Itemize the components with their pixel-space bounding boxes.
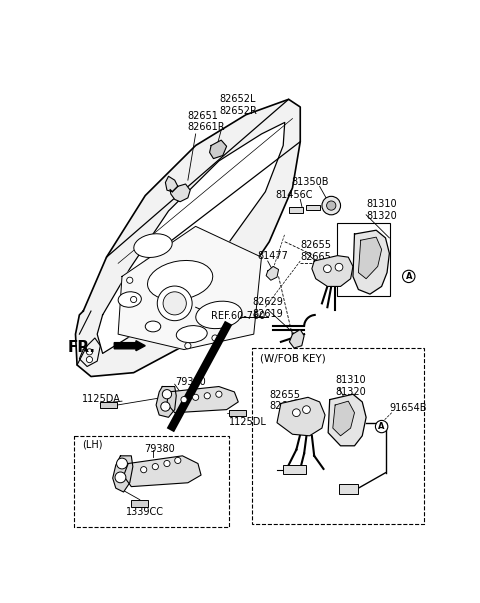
Polygon shape (167, 387, 238, 412)
Circle shape (292, 409, 300, 417)
Text: 82651
82661R: 82651 82661R (188, 111, 226, 133)
Circle shape (322, 197, 340, 215)
Text: 81310
81320: 81310 81320 (366, 200, 397, 221)
Polygon shape (75, 99, 300, 376)
Circle shape (335, 264, 343, 271)
Bar (337, 223, 390, 295)
FancyArrow shape (114, 341, 145, 351)
Polygon shape (359, 237, 382, 279)
Polygon shape (123, 456, 201, 487)
Ellipse shape (147, 260, 213, 300)
Text: 91654B: 91654B (389, 403, 427, 414)
Text: A: A (406, 272, 412, 281)
Text: 81477: 81477 (258, 251, 288, 261)
Circle shape (403, 270, 415, 283)
Text: 79390: 79390 (175, 377, 205, 387)
Text: FR.: FR. (68, 340, 96, 355)
Bar (306, 205, 321, 210)
Circle shape (86, 356, 93, 362)
Bar (252, 348, 424, 523)
Text: 82652L
82652R: 82652L 82652R (219, 94, 257, 116)
Circle shape (127, 277, 133, 283)
Bar (100, 402, 117, 408)
Text: 79380: 79380 (144, 443, 174, 453)
Circle shape (181, 397, 187, 403)
Polygon shape (333, 401, 355, 436)
Text: 1339CC: 1339CC (126, 507, 164, 517)
Polygon shape (170, 184, 190, 202)
Polygon shape (289, 330, 304, 348)
Ellipse shape (118, 292, 141, 308)
Circle shape (162, 390, 172, 399)
Polygon shape (312, 256, 353, 286)
Text: 82655
82665: 82655 82665 (300, 240, 331, 262)
Bar (74, 436, 229, 526)
Polygon shape (353, 230, 389, 294)
Text: (LH): (LH) (82, 440, 102, 450)
Circle shape (216, 391, 222, 397)
Circle shape (115, 472, 126, 483)
Bar (132, 500, 148, 507)
Circle shape (164, 461, 170, 467)
Text: 1125DA: 1125DA (82, 394, 120, 404)
Circle shape (185, 343, 191, 349)
Text: (W/FOB KEY): (W/FOB KEY) (260, 353, 326, 364)
Polygon shape (118, 226, 262, 350)
Polygon shape (210, 140, 227, 159)
Polygon shape (97, 122, 285, 353)
Text: A: A (378, 422, 385, 431)
Polygon shape (328, 394, 366, 446)
Circle shape (86, 349, 93, 355)
Circle shape (204, 393, 210, 399)
Ellipse shape (157, 286, 192, 321)
Polygon shape (266, 267, 278, 280)
Circle shape (152, 464, 158, 470)
Polygon shape (113, 456, 133, 492)
Circle shape (141, 467, 147, 473)
Bar (339, 484, 359, 493)
Bar (288, 207, 302, 212)
Ellipse shape (163, 292, 186, 315)
Circle shape (212, 335, 218, 341)
Ellipse shape (196, 301, 242, 329)
Bar (283, 465, 306, 475)
Circle shape (175, 457, 181, 464)
Text: REF.60-760: REF.60-760 (211, 311, 265, 321)
Circle shape (375, 420, 388, 433)
Text: 82655
82665: 82655 82665 (269, 390, 300, 411)
Ellipse shape (134, 234, 172, 257)
Polygon shape (166, 176, 178, 192)
Circle shape (131, 297, 137, 303)
Circle shape (192, 394, 199, 400)
Text: 81310
81320: 81310 81320 (335, 375, 366, 397)
Circle shape (302, 406, 311, 414)
Text: 81456C: 81456C (276, 190, 313, 200)
Circle shape (324, 265, 331, 273)
Ellipse shape (145, 321, 161, 332)
Bar (229, 409, 246, 416)
Circle shape (117, 458, 127, 469)
Text: 81350B: 81350B (291, 177, 328, 187)
Polygon shape (277, 397, 325, 436)
Ellipse shape (176, 326, 207, 343)
Circle shape (161, 402, 170, 411)
Text: 1125DL: 1125DL (229, 417, 267, 428)
Circle shape (326, 201, 336, 210)
Text: 82629
82619: 82629 82619 (252, 297, 283, 319)
Polygon shape (156, 387, 176, 417)
